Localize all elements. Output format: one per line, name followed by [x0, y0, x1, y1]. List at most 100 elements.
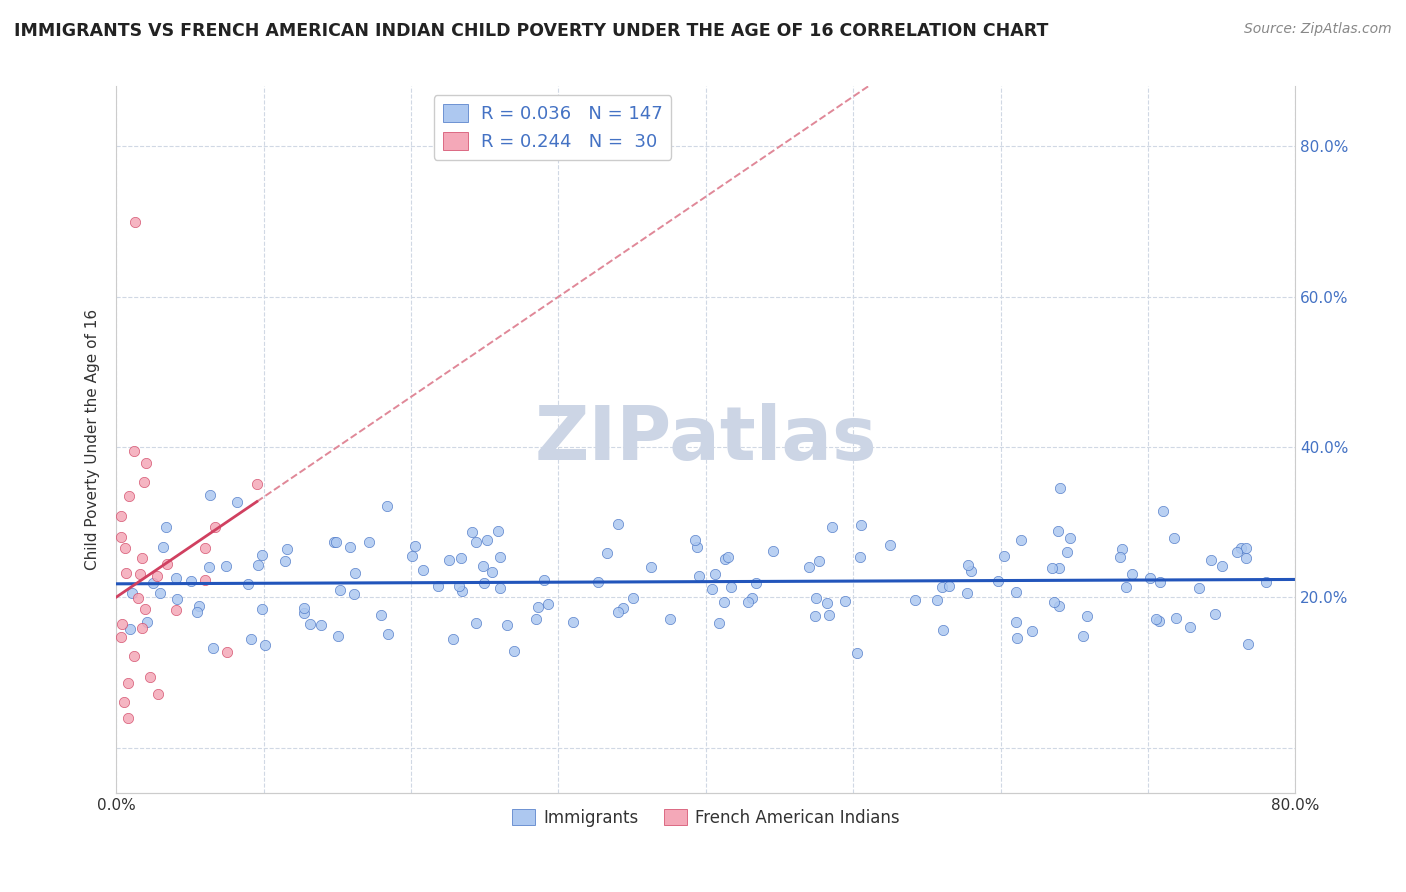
Point — [370, 607, 392, 622]
Point — [745, 576, 768, 591]
Point — [152, 540, 174, 554]
Point — [477, 533, 499, 547]
Point — [412, 563, 434, 577]
Point — [1234, 541, 1257, 555]
Point — [533, 573, 555, 587]
Point — [165, 603, 187, 617]
Point — [187, 599, 209, 614]
Point — [112, 696, 135, 710]
Point — [806, 591, 828, 606]
Point — [815, 596, 838, 610]
Point — [274, 554, 297, 568]
Point — [606, 516, 628, 531]
Point — [713, 595, 735, 609]
Point — [741, 591, 763, 606]
Point — [464, 616, 486, 631]
Point — [818, 608, 841, 623]
Point — [198, 559, 221, 574]
Point — [1188, 581, 1211, 595]
Point — [1144, 612, 1167, 626]
Point — [447, 579, 470, 593]
Point — [252, 602, 274, 616]
Point — [1005, 631, 1028, 645]
Point — [1115, 580, 1137, 594]
Point — [1149, 574, 1171, 589]
Point — [180, 574, 202, 589]
Point — [849, 550, 872, 565]
Point — [1204, 607, 1226, 621]
Point — [1111, 541, 1133, 556]
Point — [110, 508, 132, 523]
Y-axis label: Child Poverty Under the Age of 16: Child Poverty Under the Age of 16 — [86, 309, 100, 570]
Point — [122, 649, 145, 664]
Point — [166, 592, 188, 607]
Point — [1047, 561, 1070, 575]
Point — [1056, 545, 1078, 559]
Legend: Immigrants, French American Indians: Immigrants, French American Indians — [505, 803, 907, 834]
Point — [323, 534, 346, 549]
Point — [110, 530, 132, 544]
Point — [461, 524, 484, 539]
Point — [1076, 608, 1098, 623]
Point — [246, 558, 269, 572]
Point — [685, 540, 707, 554]
Point — [845, 646, 868, 660]
Point — [481, 565, 503, 579]
Point — [225, 494, 247, 508]
Point — [1139, 571, 1161, 585]
Point — [204, 520, 226, 534]
Point — [328, 582, 350, 597]
Point — [1047, 599, 1070, 614]
Point — [993, 549, 1015, 563]
Point — [503, 644, 526, 658]
Point — [959, 564, 981, 578]
Point — [879, 537, 901, 551]
Point — [194, 573, 217, 587]
Point — [156, 557, 179, 571]
Point — [1230, 541, 1253, 556]
Point — [987, 574, 1010, 589]
Point — [198, 488, 221, 502]
Point — [717, 549, 740, 564]
Point — [149, 586, 172, 600]
Point — [465, 535, 488, 549]
Point — [1147, 614, 1170, 628]
Point — [115, 566, 138, 580]
Point — [132, 475, 155, 489]
Point — [956, 558, 979, 573]
Point — [343, 566, 366, 580]
Point — [165, 571, 187, 585]
Point — [640, 559, 662, 574]
Point — [707, 615, 730, 630]
Point — [904, 593, 927, 607]
Point — [1254, 575, 1277, 590]
Point — [472, 558, 495, 573]
Point — [527, 600, 550, 615]
Text: IMMIGRANTS VS FRENCH AMERICAN INDIAN CHILD POVERTY UNDER THE AGE OF 16 CORRELATI: IMMIGRANTS VS FRENCH AMERICAN INDIAN CHI… — [14, 22, 1049, 40]
Point — [808, 554, 831, 568]
Point — [238, 577, 260, 591]
Point — [117, 676, 139, 690]
Point — [489, 581, 512, 595]
Point — [404, 539, 426, 553]
Point — [834, 594, 856, 608]
Point — [134, 602, 156, 616]
Point — [1005, 585, 1028, 599]
Point — [299, 616, 322, 631]
Point — [146, 568, 169, 582]
Point — [703, 566, 725, 581]
Point — [201, 640, 224, 655]
Point — [240, 632, 263, 646]
Point — [136, 615, 159, 629]
Point — [931, 580, 953, 594]
Point — [1046, 524, 1069, 538]
Point — [253, 638, 276, 652]
Point — [1180, 620, 1202, 634]
Point — [276, 542, 298, 557]
Point — [250, 548, 273, 562]
Point — [339, 540, 361, 554]
Point — [720, 580, 742, 594]
Point — [1163, 532, 1185, 546]
Point — [118, 489, 141, 503]
Point — [309, 617, 332, 632]
